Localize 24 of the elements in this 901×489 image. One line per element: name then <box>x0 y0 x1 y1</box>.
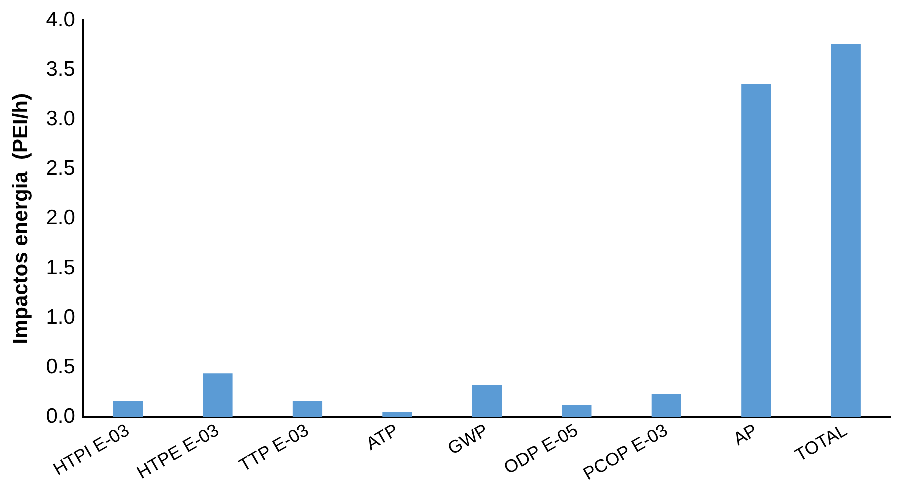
y-tick-label: 3.5 <box>46 58 76 81</box>
y-tick-label: 0.5 <box>46 355 76 378</box>
x-tick-label: AP <box>730 420 761 450</box>
bar <box>113 401 144 418</box>
bar <box>562 405 592 418</box>
bar <box>831 44 861 418</box>
y-tick-label: 2.0 <box>46 206 76 230</box>
bar <box>382 412 412 418</box>
bar <box>472 386 502 418</box>
bar <box>742 84 772 418</box>
y-axis-title: Impactos energia (PEI/h) <box>9 93 32 344</box>
bar <box>292 401 323 418</box>
bar <box>203 374 233 418</box>
y-tick-label: 3.0 <box>46 108 76 131</box>
y-tick-label: 2.5 <box>46 157 76 180</box>
x-tick-label: ODP E-05 <box>500 420 582 478</box>
y-tick-label: 0.0 <box>46 405 76 428</box>
x-tick-label: TTP E-03 <box>236 420 312 476</box>
x-tick-label: ATP <box>362 420 402 454</box>
y-tick-label: 4.0 <box>46 8 76 32</box>
y-tick-label: 1.5 <box>46 256 76 280</box>
y-tick-label: 1.0 <box>46 306 76 329</box>
x-tick-label: GWP <box>444 420 492 459</box>
bar <box>652 394 682 418</box>
